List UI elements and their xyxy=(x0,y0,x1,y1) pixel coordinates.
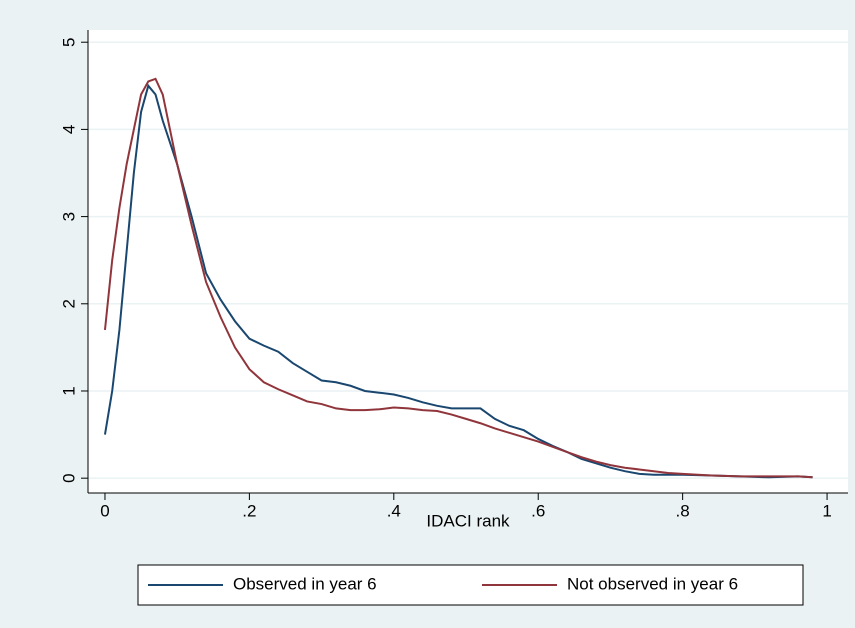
line-series xyxy=(103,83,813,479)
x-tick-label: .2 xyxy=(242,501,256,520)
line-series xyxy=(103,77,813,479)
x-tick-label: .4 xyxy=(387,501,401,520)
legend-box xyxy=(137,564,804,606)
x-tick-label: .6 xyxy=(531,501,545,520)
y-tick-label: 2 xyxy=(59,299,78,308)
plot-area xyxy=(88,30,848,493)
y-tick-label: 0 xyxy=(59,473,78,482)
x-tick-label: 1 xyxy=(822,501,831,520)
legend-label: Not observed in year 6 xyxy=(567,574,738,593)
legend-label: Observed in year 6 xyxy=(233,574,377,593)
x-tick-label: 0 xyxy=(100,501,109,520)
y-tick-label: 3 xyxy=(59,212,78,221)
x-tick-label: .8 xyxy=(676,501,690,520)
x-axis-label: IDACI rank xyxy=(426,511,510,530)
y-tick-label: 5 xyxy=(59,37,78,46)
y-tick-label: 1 xyxy=(59,386,78,395)
y-tick-label: 4 xyxy=(59,125,78,134)
